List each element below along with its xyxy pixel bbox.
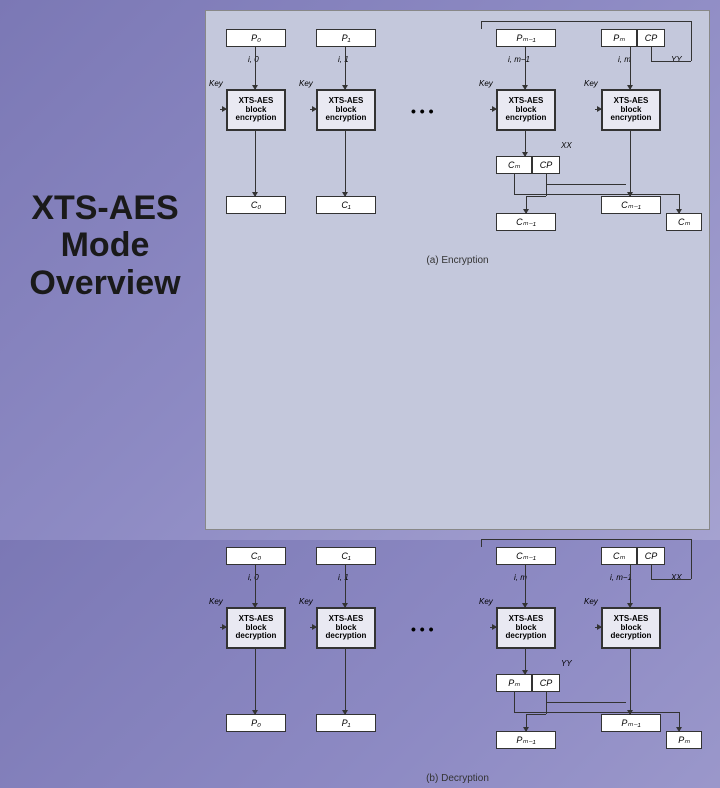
block-cm1b: Cₘ₋₁ — [496, 213, 556, 231]
block-pm1: Pₘ₋₁ — [496, 29, 556, 47]
block-cm-mid: Cₘ — [496, 156, 532, 174]
dyy-label: YY — [561, 659, 572, 668]
xts-aes-diagram: P₀ P₁ Pₘ₋₁ Pₘ CP YY i, 0 i, 1 i, m−1 i, … — [205, 10, 710, 530]
block-c0: C₀ — [226, 196, 286, 214]
didx0: i, 0 — [248, 573, 259, 582]
key3: Key — [584, 79, 598, 88]
block-cmb: Cₘ — [666, 213, 702, 231]
idx2: i, m−1 — [508, 55, 530, 64]
block-c1: C₁ — [316, 196, 376, 214]
dblock-c0: C₀ — [226, 547, 286, 565]
encryption-section: P₀ P₁ Pₘ₋₁ Pₘ CP YY i, 0 i, 1 i, m−1 i, … — [206, 11, 709, 270]
enc-caption: (a) Encryption — [426, 255, 488, 266]
idx3: i, m — [618, 55, 631, 64]
didx1: i, 1 — [338, 573, 349, 582]
proc3: XTS-AES block encryption — [601, 89, 661, 131]
block-p1: P₁ — [316, 29, 376, 47]
proc0: XTS-AES block encryption — [226, 89, 286, 131]
key2: Key — [479, 79, 493, 88]
xx-label: XX — [561, 141, 572, 150]
dkey1: Key — [299, 597, 313, 606]
dproc1: XTS-AES block decryption — [316, 607, 376, 649]
dblock-p1b: P₁ — [316, 714, 376, 732]
key0: Key — [209, 79, 223, 88]
proc2: XTS-AES block encryption — [496, 89, 556, 131]
proc1: XTS-AES block encryption — [316, 89, 376, 131]
block-cp-top: CP — [637, 29, 665, 47]
block-cp-mid: CP — [532, 156, 560, 174]
dxx-label: XX — [671, 573, 682, 582]
dblock-cp-top: CP — [637, 547, 665, 565]
dkey3: Key — [584, 597, 598, 606]
dkey0: Key — [209, 597, 223, 606]
dots-enc: • • • — [411, 103, 433, 119]
block-p0: P₀ — [226, 29, 286, 47]
dblock-pm-mid: Pₘ — [496, 674, 532, 692]
block-cm1c: Cₘ₋₁ — [601, 196, 661, 214]
block-pm: Pₘ — [601, 29, 637, 47]
dblock-pmb: Pₘ — [666, 731, 702, 749]
dproc2: XTS-AES block decryption — [496, 607, 556, 649]
idx1: i, 1 — [338, 55, 349, 64]
dblock-cm: Cₘ — [601, 547, 637, 565]
dblock-pm1c: Pₘ₋₁ — [601, 714, 661, 732]
dots-dec: • • • — [411, 621, 433, 637]
idx0: i, 0 — [248, 55, 259, 64]
dkey2: Key — [479, 597, 493, 606]
page-title: XTS-AES Mode Overview — [5, 190, 205, 302]
dblock-c1: C₁ — [316, 547, 376, 565]
dblock-cm1: Cₘ₋₁ — [496, 547, 556, 565]
decryption-section: C₀ C₁ Cₘ₋₁ Cₘ CP XX i, 0 i, 1 i, m i, m−… — [206, 529, 709, 788]
key1: Key — [299, 79, 313, 88]
yy-label: YY — [671, 55, 682, 64]
dblock-p0b: P₀ — [226, 714, 286, 732]
dproc3: XTS-AES block decryption — [601, 607, 661, 649]
didx3: i, m−1 — [610, 573, 632, 582]
dblock-cp-mid: CP — [532, 674, 560, 692]
dec-caption: (b) Decryption — [426, 773, 489, 784]
dproc0: XTS-AES block decryption — [226, 607, 286, 649]
dblock-pm1b: Pₘ₋₁ — [496, 731, 556, 749]
